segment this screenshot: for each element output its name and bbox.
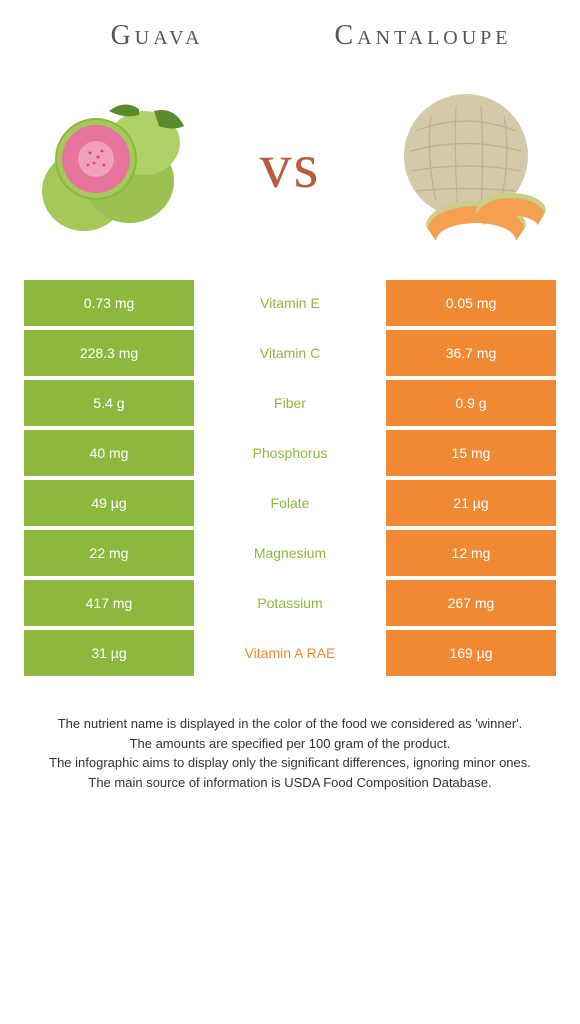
footnote-line: The infographic aims to display only the…	[34, 753, 546, 773]
table-row: 40 mgPhosphorus15 mg	[24, 430, 556, 476]
value-left: 49 µg	[24, 480, 194, 526]
cantaloupe-image	[376, 81, 556, 251]
value-right: 12 mg	[386, 530, 556, 576]
nutrient-name: Vitamin E	[194, 280, 386, 326]
value-left: 31 µg	[24, 630, 194, 676]
nutrient-name: Vitamin C	[194, 330, 386, 376]
footnote: The nutrient name is displayed in the co…	[24, 714, 556, 792]
value-left: 228.3 mg	[24, 330, 194, 376]
nutrient-name: Fiber	[194, 380, 386, 426]
food-right-title: Cantaloupe	[290, 20, 556, 52]
table-row: 31 µgVitamin A RAE169 µg	[24, 630, 556, 676]
header-row: Guava Cantaloupe	[24, 20, 556, 52]
value-left: 417 mg	[24, 580, 194, 626]
footnote-line: The nutrient name is displayed in the co…	[34, 714, 546, 734]
value-right: 36.7 mg	[386, 330, 556, 376]
value-left: 40 mg	[24, 430, 194, 476]
value-left: 22 mg	[24, 530, 194, 576]
guava-image	[24, 81, 204, 251]
nutrient-name: Potassium	[194, 580, 386, 626]
value-right: 169 µg	[386, 630, 556, 676]
vs-label: vs	[260, 129, 321, 203]
value-right: 15 mg	[386, 430, 556, 476]
nutrient-table: 0.73 mgVitamin E0.05 mg228.3 mgVitamin C…	[24, 280, 556, 676]
nutrient-name: Folate	[194, 480, 386, 526]
value-right: 21 µg	[386, 480, 556, 526]
images-row: vs	[24, 76, 556, 256]
value-left: 5.4 g	[24, 380, 194, 426]
table-row: 0.73 mgVitamin E0.05 mg	[24, 280, 556, 326]
nutrient-name: Phosphorus	[194, 430, 386, 476]
footnote-line: The main source of information is USDA F…	[34, 773, 546, 793]
food-left-title: Guava	[24, 20, 290, 52]
table-row: 5.4 gFiber0.9 g	[24, 380, 556, 426]
nutrient-name: Vitamin A RAE	[194, 630, 386, 676]
table-row: 49 µgFolate21 µg	[24, 480, 556, 526]
value-right: 0.05 mg	[386, 280, 556, 326]
nutrient-name: Magnesium	[194, 530, 386, 576]
table-row: 417 mgPotassium267 mg	[24, 580, 556, 626]
table-row: 228.3 mgVitamin C36.7 mg	[24, 330, 556, 376]
footnote-line: The amounts are specified per 100 gram o…	[34, 734, 546, 754]
table-row: 22 mgMagnesium12 mg	[24, 530, 556, 576]
value-left: 0.73 mg	[24, 280, 194, 326]
value-right: 0.9 g	[386, 380, 556, 426]
value-right: 267 mg	[386, 580, 556, 626]
